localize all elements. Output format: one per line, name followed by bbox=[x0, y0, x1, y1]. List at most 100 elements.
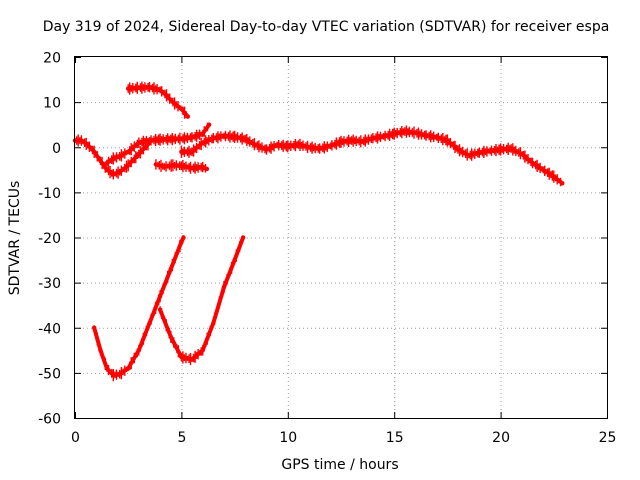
data-point bbox=[136, 140, 141, 145]
data-point bbox=[275, 142, 280, 148]
data-point bbox=[530, 160, 535, 166]
y-tick-label: 10 bbox=[43, 96, 61, 112]
data-point bbox=[360, 139, 365, 144]
data-point bbox=[168, 136, 173, 142]
y-tick-label: -50 bbox=[38, 366, 61, 382]
data-point bbox=[92, 325, 97, 330]
y-tick-label: -20 bbox=[38, 231, 61, 247]
data-point bbox=[147, 321, 152, 326]
data-point bbox=[98, 348, 103, 353]
data-point bbox=[541, 167, 546, 172]
data-point bbox=[92, 149, 97, 154]
chart-title: Day 319 of 2024, Sidereal Day-to-day VTE… bbox=[43, 19, 610, 35]
data-point bbox=[317, 146, 322, 151]
data-point bbox=[157, 137, 163, 142]
data-point bbox=[153, 162, 159, 167]
data-point bbox=[179, 239, 184, 245]
data-point bbox=[338, 139, 344, 144]
data-point bbox=[179, 163, 184, 168]
y-tick-label: -40 bbox=[38, 321, 61, 337]
data-point bbox=[136, 85, 141, 90]
data-point bbox=[381, 134, 386, 139]
data-point bbox=[221, 133, 227, 139]
data-point bbox=[306, 145, 312, 150]
data-point bbox=[445, 138, 450, 143]
data-point bbox=[111, 172, 116, 177]
data-point bbox=[164, 93, 169, 98]
series-layer bbox=[72, 81, 565, 382]
data-point bbox=[181, 235, 186, 240]
data-point bbox=[111, 156, 116, 161]
x-tick-label: 20 bbox=[492, 430, 510, 446]
data-point bbox=[126, 163, 131, 168]
data-point bbox=[296, 142, 301, 147]
data-point bbox=[189, 149, 195, 154]
data-point bbox=[221, 284, 227, 290]
data-point bbox=[204, 166, 210, 172]
data-point bbox=[179, 354, 184, 360]
data-point bbox=[455, 147, 461, 152]
y-tick-label: -10 bbox=[38, 186, 61, 202]
series-jitter bbox=[93, 235, 184, 382]
data-point bbox=[200, 164, 205, 170]
data-point bbox=[477, 150, 482, 155]
data-point bbox=[147, 138, 152, 143]
data-point bbox=[434, 135, 439, 140]
y-tick-labels: -60 -50 -40 -30 -20 -10 0 10 20 bbox=[38, 51, 61, 428]
data-point bbox=[189, 165, 195, 171]
data-point bbox=[104, 160, 110, 166]
data-point bbox=[126, 86, 131, 91]
data-point bbox=[85, 142, 91, 148]
series-track-6 bbox=[92, 235, 186, 382]
x-tick-label: 25 bbox=[599, 430, 617, 446]
data-point bbox=[392, 131, 397, 136]
data-point bbox=[560, 181, 565, 186]
data-point bbox=[79, 138, 84, 143]
x-tick-label: 10 bbox=[279, 430, 297, 446]
data-point bbox=[206, 122, 212, 127]
data-point bbox=[211, 136, 216, 141]
y-tick-label: 0 bbox=[52, 141, 61, 157]
data-point bbox=[264, 147, 269, 152]
data-point bbox=[117, 169, 122, 175]
data-point bbox=[200, 140, 205, 145]
series-track-5 bbox=[179, 125, 565, 187]
y-tick-label: 20 bbox=[43, 51, 61, 67]
data-point bbox=[370, 136, 376, 141]
data-point bbox=[98, 158, 103, 163]
x-axis-label: GPS time / hours bbox=[281, 457, 398, 473]
data-point bbox=[104, 167, 110, 172]
data-point bbox=[349, 138, 354, 143]
series-track-4 bbox=[153, 159, 210, 174]
data-point bbox=[168, 266, 173, 272]
data-point bbox=[551, 174, 556, 179]
grid-lines bbox=[75, 57, 607, 418]
data-point bbox=[136, 348, 141, 353]
data-point bbox=[189, 135, 195, 140]
data-point bbox=[232, 257, 237, 263]
data-point bbox=[185, 114, 190, 119]
data-point bbox=[200, 131, 205, 136]
data-point bbox=[413, 130, 418, 135]
data-point bbox=[170, 163, 176, 168]
data-point bbox=[147, 85, 152, 90]
series-jitter bbox=[106, 122, 209, 168]
data-point bbox=[466, 153, 471, 158]
data-point bbox=[117, 372, 122, 377]
data-point bbox=[509, 146, 514, 151]
data-point bbox=[179, 149, 184, 154]
data-point bbox=[285, 144, 290, 149]
x-tick-label: 15 bbox=[386, 430, 404, 446]
data-point bbox=[179, 136, 184, 141]
x-tick-label: 5 bbox=[177, 430, 186, 446]
data-point bbox=[126, 149, 131, 154]
data-point bbox=[117, 154, 122, 159]
data-point bbox=[162, 164, 167, 169]
data-point bbox=[157, 307, 163, 312]
data-point bbox=[157, 87, 163, 93]
data-point bbox=[170, 99, 176, 105]
series-track-3 bbox=[126, 81, 190, 119]
data-point bbox=[240, 235, 246, 240]
plot-frame bbox=[74, 56, 608, 419]
